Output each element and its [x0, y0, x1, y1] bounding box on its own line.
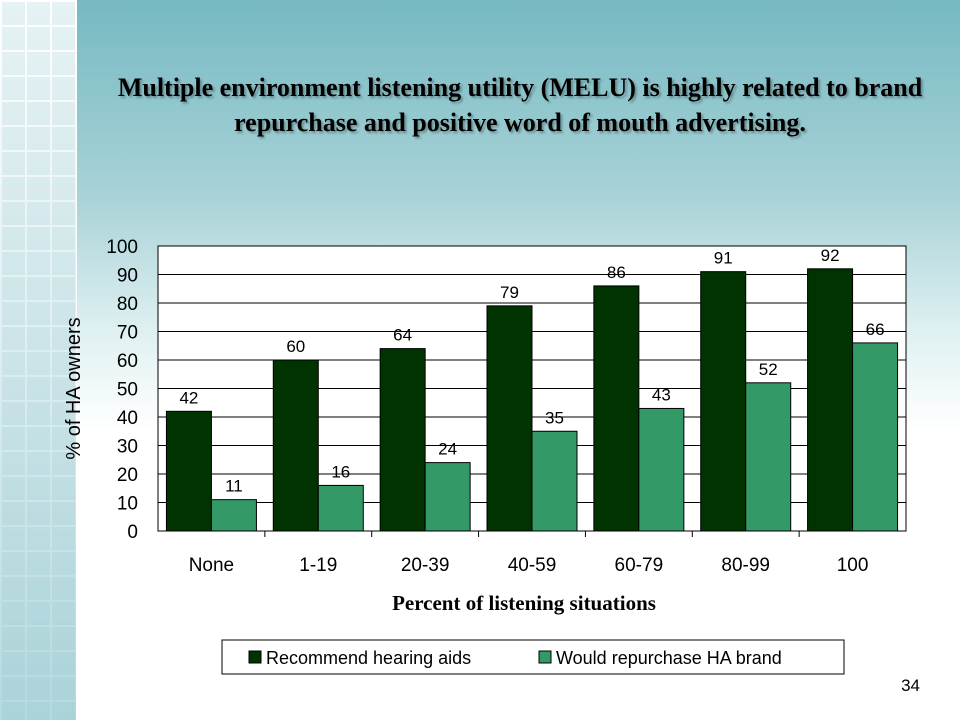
y-tick-label: 20 [117, 465, 138, 486]
data-label: 24 [438, 440, 457, 459]
x-axis-label: Percent of listening situations [392, 591, 656, 615]
x-axis-ticks: None 1-19 20-39 40-59 60-79 80-99 100 [189, 531, 869, 576]
data-label: 79 [500, 283, 519, 302]
y-tick-label: 0 [127, 522, 138, 543]
data-label: 86 [607, 263, 626, 282]
x-tick-label: 40-59 [508, 555, 557, 576]
y-axis-ticks: 0 10 20 30 40 50 60 70 80 90 100 [106, 237, 138, 543]
bar [593, 285, 640, 532]
data-label: 11 [225, 477, 243, 496]
bar [272, 359, 319, 532]
bar [424, 462, 471, 532]
slide-title: Multiple environment listening utility (… [117, 73, 923, 137]
bar [638, 407, 685, 532]
decorative-grid-strip [0, 0, 77, 720]
data-label: 16 [331, 462, 350, 481]
bar [486, 305, 533, 532]
x-tick-label: 100 [837, 555, 869, 576]
x-tick-label: None [189, 555, 234, 576]
bars: 42 11 60 16 64 24 79 35 86 43 91 52 92 66 [165, 246, 899, 532]
data-label: 60 [286, 337, 305, 356]
data-label: 35 [545, 408, 564, 427]
data-label: 42 [179, 388, 198, 407]
bar [210, 499, 257, 532]
legend-entry: Would repurchase HA brand [556, 648, 782, 668]
data-label: 52 [759, 360, 778, 379]
bar [531, 430, 578, 532]
x-tick-label: 60-79 [615, 555, 664, 576]
x-tick-label: 20-39 [401, 555, 450, 576]
bar [165, 410, 212, 532]
x-tick-label: 1-19 [299, 555, 337, 576]
y-tick-label: 80 [117, 294, 138, 315]
y-tick-label: 60 [117, 351, 138, 372]
data-label: 66 [866, 320, 885, 339]
bar [745, 382, 792, 532]
data-label: 91 [714, 249, 733, 268]
y-tick-label: 70 [117, 323, 138, 344]
y-tick-label: 40 [117, 408, 138, 429]
bar [317, 484, 364, 532]
data-label: 92 [821, 246, 840, 265]
y-axis-label: % of HA owners [63, 317, 85, 459]
bar [700, 271, 747, 532]
y-tick-label: 50 [117, 380, 138, 401]
bar [807, 268, 854, 532]
page-number: 34 [901, 676, 920, 695]
bar [852, 342, 899, 532]
y-tick-label: 90 [117, 266, 138, 287]
legend-entry: Recommend hearing aids [266, 648, 471, 668]
bar [379, 348, 426, 532]
y-tick-label: 100 [106, 237, 138, 258]
legend-box [221, 639, 845, 675]
legend-swatch [538, 650, 552, 664]
data-label: 43 [652, 385, 671, 404]
legend: Recommend hearing aids Would repurchase H… [221, 639, 845, 675]
y-tick-label: 30 [117, 437, 138, 458]
x-tick-label: 80-99 [721, 555, 770, 576]
legend-swatch [248, 650, 262, 664]
data-label: 64 [393, 326, 412, 345]
y-tick-label: 10 [117, 494, 138, 515]
